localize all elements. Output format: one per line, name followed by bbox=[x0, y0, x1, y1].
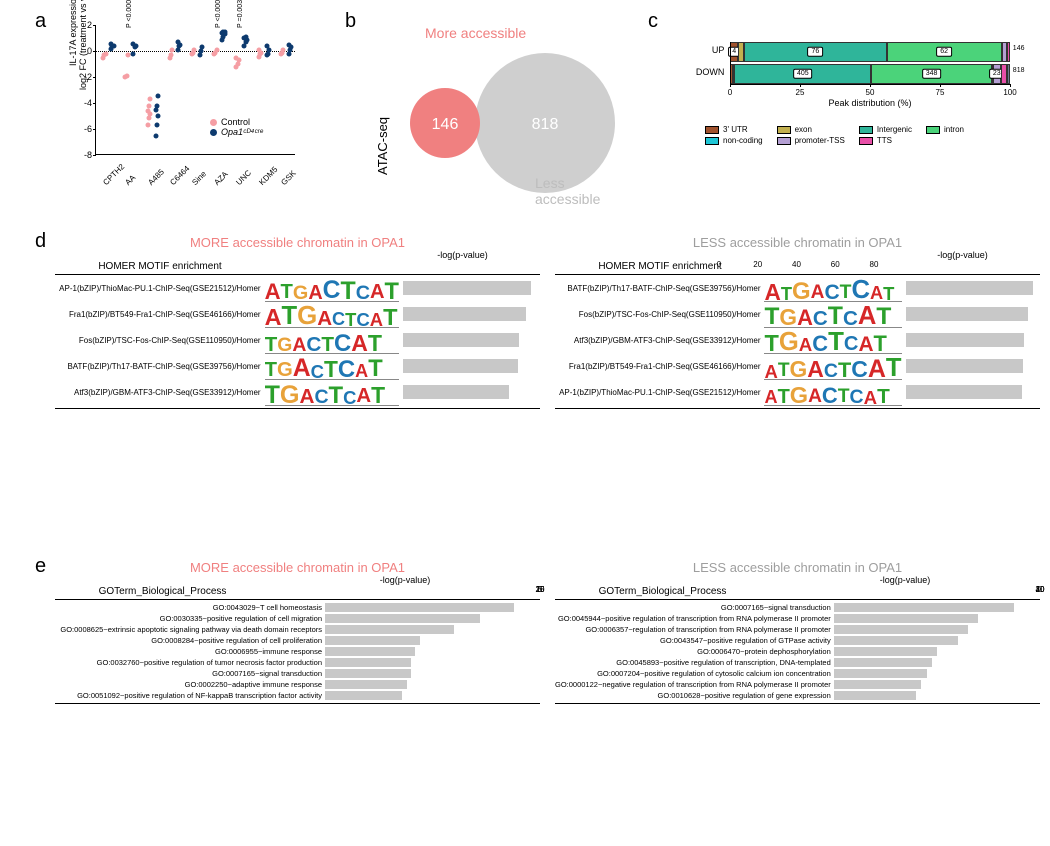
panel-label-a: a bbox=[35, 10, 46, 33]
row-label-up: UP bbox=[712, 45, 725, 55]
less-accessible-title: Less accessible bbox=[535, 175, 625, 207]
panel-b-venn: ATAC-seq More accessible 146 818 Less ac… bbox=[370, 25, 640, 200]
motif-block-more: MORE accessible chromatin in OPA1 HOMER … bbox=[55, 235, 540, 409]
panel-c-yaxis bbox=[730, 42, 731, 84]
go-heading-less: LESS accessible chromatin in OPA1 bbox=[555, 560, 1040, 575]
panel-c-legend: 3' UTRexonIntergenicintronnon-codingprom… bbox=[705, 125, 964, 145]
row-label-down: DOWN bbox=[696, 67, 725, 77]
venn-count-more: 146 bbox=[432, 116, 459, 133]
row-total-down: 818 bbox=[1013, 67, 1025, 74]
legend-swatch-opa1 bbox=[210, 129, 217, 136]
atac-seq-label: ATAC-seq bbox=[375, 117, 390, 175]
panel-label-e: e bbox=[35, 555, 46, 578]
motif-heading-more: MORE accessible chromatin in OPA1 bbox=[55, 235, 540, 250]
stacked-row-down: DOWN81840534823 bbox=[730, 64, 1010, 84]
venn-count-less: 818 bbox=[532, 116, 559, 133]
panel-label-c: c bbox=[648, 10, 658, 33]
more-accessible-title: More accessible bbox=[425, 25, 526, 41]
legend-label-opa1: Opa1ᶜᴰ⁴ᶜʳᵉ bbox=[221, 127, 263, 137]
motif-block-less: LESS accessible chromatin in OPA1 HOMER … bbox=[555, 235, 1040, 409]
stacked-row-up: UP14647662 bbox=[730, 42, 1010, 62]
go-block-more: MORE accessible chromatin in OPA1 GOTerm… bbox=[55, 560, 540, 704]
go-block-less: LESS accessible chromatin in OPA1 GOTerm… bbox=[555, 560, 1040, 704]
row-total-up: 146 bbox=[1013, 45, 1025, 52]
panel-label-b: b bbox=[345, 10, 356, 33]
legend-swatch-control bbox=[210, 119, 217, 126]
panel-a-legend: Control Opa1ᶜᴰ⁴ᶜʳᵉ bbox=[210, 117, 263, 137]
go-heading-more: MORE accessible chromatin in OPA1 bbox=[55, 560, 540, 575]
legend-label-control: Control bbox=[221, 117, 250, 127]
panel-a-scatter: IL-17A expressionlog2 FC (treatment vs v… bbox=[60, 25, 320, 180]
panel-c-xlabel: Peak distribution (%) bbox=[828, 98, 911, 108]
panel-label-d: d bbox=[35, 230, 46, 253]
motif-heading-less: LESS accessible chromatin in OPA1 bbox=[555, 235, 1040, 250]
panel-c-stacked-bar: UP14647662 DOWN81840534823 Peak distribu… bbox=[675, 40, 1020, 200]
